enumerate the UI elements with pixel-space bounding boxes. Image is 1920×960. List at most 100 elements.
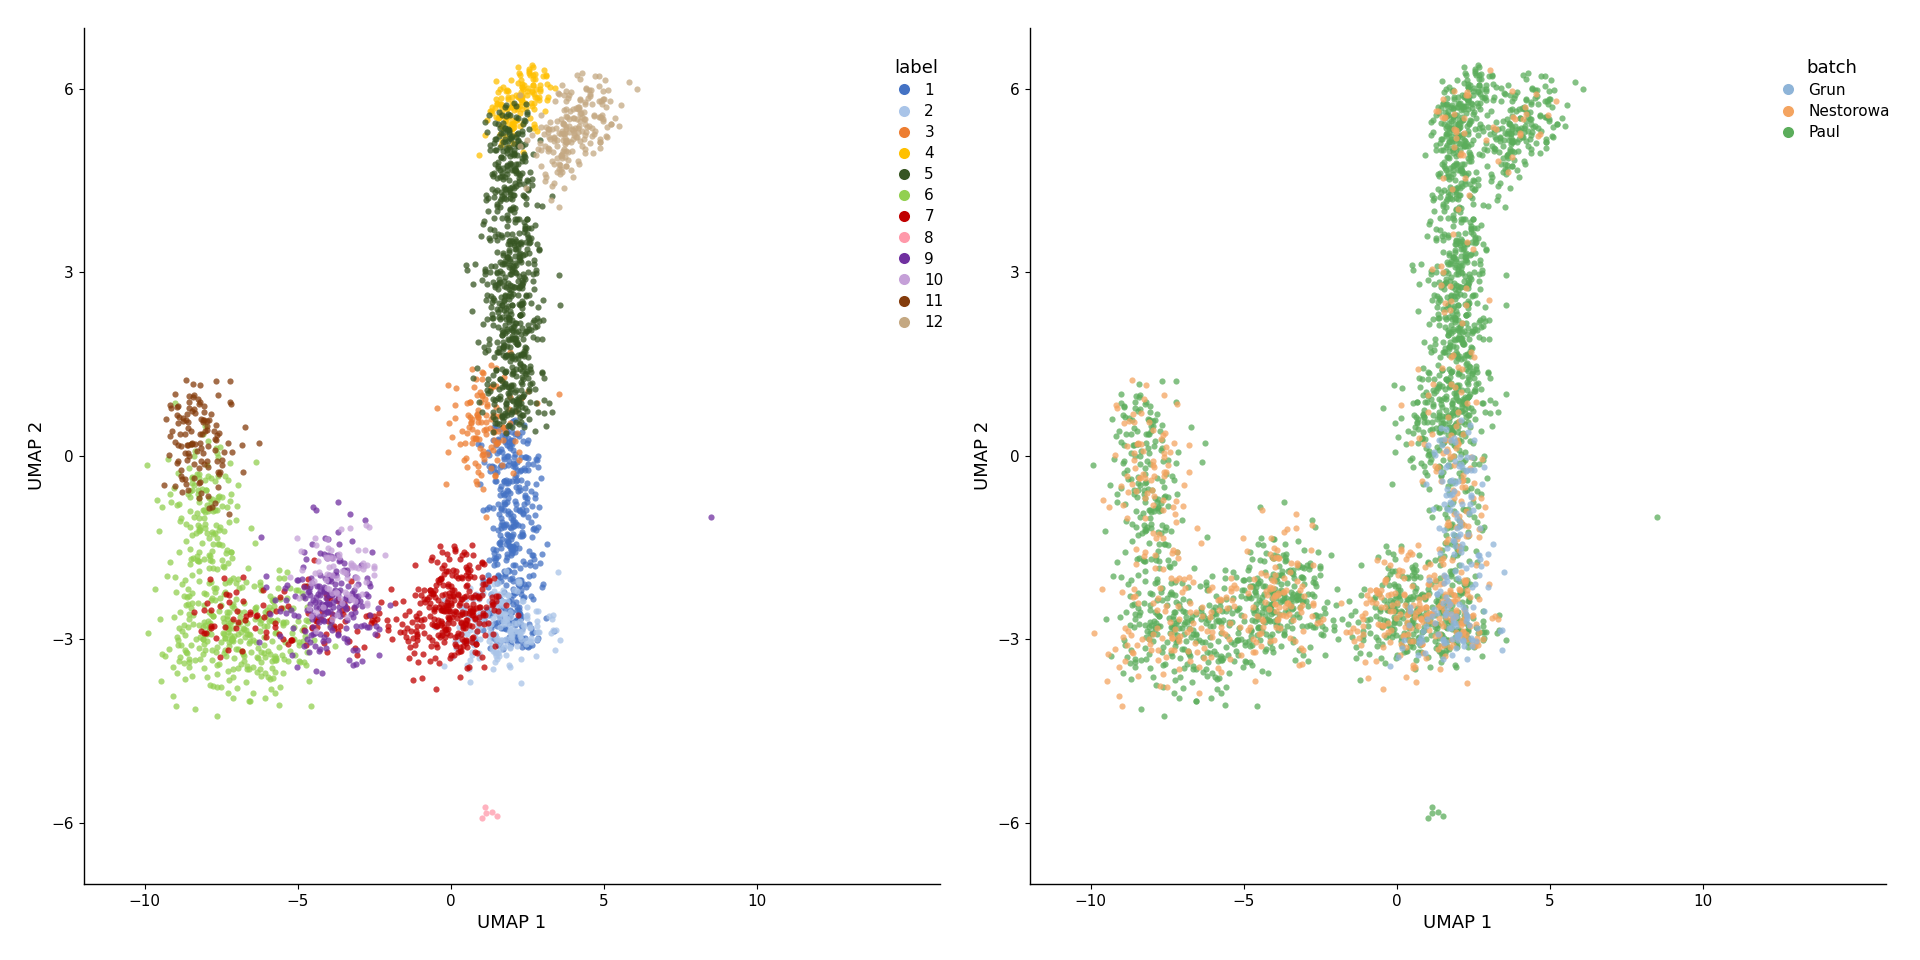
Point <box>1532 108 1563 123</box>
Point <box>152 451 182 467</box>
Point <box>1108 455 1139 470</box>
Point <box>182 475 213 491</box>
Point <box>495 604 526 619</box>
Point <box>1432 632 1463 647</box>
Point <box>1457 364 1488 379</box>
Point <box>503 573 534 588</box>
Point <box>1434 180 1465 195</box>
Point <box>1164 634 1194 649</box>
Point <box>263 563 294 578</box>
Point <box>1459 65 1490 81</box>
Point <box>1444 120 1475 135</box>
Point <box>1523 128 1553 143</box>
Point <box>1373 617 1404 633</box>
Point <box>528 393 559 408</box>
Point <box>1440 379 1471 395</box>
Point <box>1194 629 1225 644</box>
Point <box>509 214 540 229</box>
Point <box>497 226 528 241</box>
Point <box>1444 515 1475 530</box>
Point <box>250 665 280 681</box>
Point <box>1417 261 1448 276</box>
Point <box>188 510 219 525</box>
Point <box>492 191 522 206</box>
Point <box>1123 437 1154 452</box>
Point <box>1444 582 1475 597</box>
Point <box>495 348 526 364</box>
Point <box>1453 364 1484 379</box>
Point <box>1442 539 1473 554</box>
Point <box>184 494 215 510</box>
Point <box>192 460 223 475</box>
Point <box>1452 628 1482 643</box>
Point <box>1436 325 1467 341</box>
Point <box>411 594 442 610</box>
Point <box>507 370 538 385</box>
Point <box>1146 644 1177 660</box>
Point <box>1380 611 1411 626</box>
Point <box>497 320 528 335</box>
Point <box>1396 435 1427 450</box>
Point <box>509 618 540 634</box>
Point <box>484 460 515 475</box>
Point <box>1415 263 1446 278</box>
Point <box>353 619 384 635</box>
Point <box>1463 329 1494 345</box>
Point <box>1524 127 1555 142</box>
Point <box>282 573 313 588</box>
Point <box>175 489 205 504</box>
Point <box>1200 606 1231 621</box>
Point <box>1482 611 1513 626</box>
Point <box>1440 619 1471 635</box>
Point <box>545 148 576 163</box>
Point <box>1208 612 1238 628</box>
Point <box>486 515 516 530</box>
Point <box>1123 550 1154 565</box>
Point <box>528 406 559 421</box>
Point <box>478 410 509 425</box>
Point <box>311 549 342 564</box>
Point <box>1440 190 1471 205</box>
Point <box>1206 649 1236 664</box>
Point <box>1440 609 1471 624</box>
Point <box>1461 558 1492 573</box>
Point <box>1098 451 1129 467</box>
Point <box>1306 567 1336 583</box>
Point <box>505 651 536 666</box>
Point <box>1146 525 1177 540</box>
Point <box>511 502 541 517</box>
Point <box>307 601 338 616</box>
Point <box>1119 448 1150 464</box>
Point <box>1217 578 1248 593</box>
Point <box>461 645 492 660</box>
Point <box>232 561 263 576</box>
Point <box>1442 313 1473 328</box>
Point <box>180 525 211 540</box>
Point <box>455 394 486 409</box>
Point <box>520 618 551 634</box>
Point <box>1137 525 1167 540</box>
Point <box>490 427 520 443</box>
Point <box>1432 444 1463 459</box>
Point <box>1501 133 1532 149</box>
Point <box>1417 805 1448 821</box>
Point <box>557 122 588 137</box>
Point <box>476 594 507 610</box>
Point <box>309 570 340 586</box>
Point <box>1260 550 1290 565</box>
Point <box>492 425 522 441</box>
Point <box>503 405 534 420</box>
Point <box>1190 574 1221 589</box>
Point <box>1407 601 1438 616</box>
Point <box>497 117 528 132</box>
Point <box>1486 642 1517 658</box>
Point <box>1446 162 1476 178</box>
Point <box>468 659 499 674</box>
Point <box>1450 624 1480 639</box>
Point <box>1428 445 1459 461</box>
Point <box>184 640 215 656</box>
Point <box>309 584 340 599</box>
Point <box>1417 608 1448 623</box>
Point <box>482 436 513 451</box>
Point <box>461 431 492 446</box>
